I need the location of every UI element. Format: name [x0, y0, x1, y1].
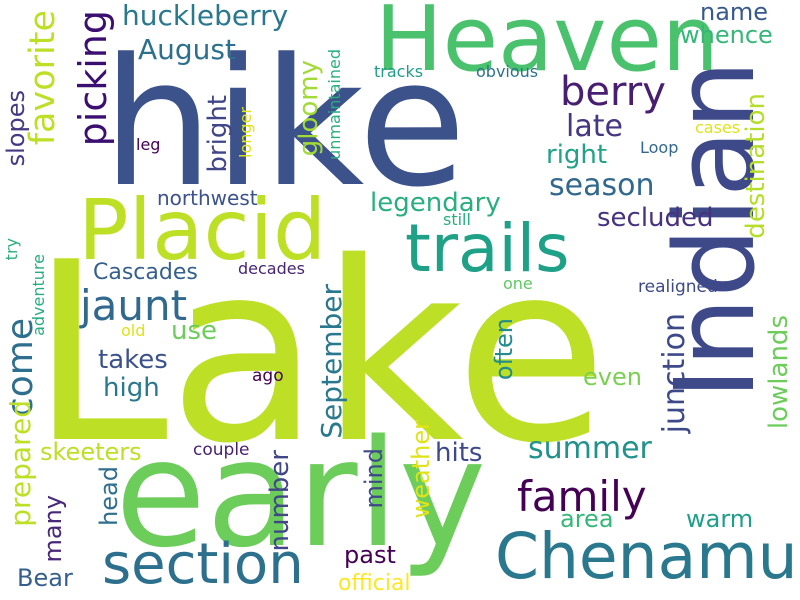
word-lowlands: lowlands: [764, 315, 794, 430]
word-northwest: northwest: [157, 186, 258, 210]
word-high: high: [103, 373, 160, 403]
word-head: head: [95, 466, 123, 526]
word-heaven: Heaven: [375, 0, 719, 92]
word-whence: whence: [680, 21, 773, 49]
word-realigned: realigned: [638, 277, 718, 297]
word-huckleberry: huckleberry: [122, 0, 289, 32]
word-august: August: [138, 33, 236, 66]
word-mind: mind: [360, 448, 388, 509]
word-bright: bright: [203, 95, 233, 173]
word-loop: Loop: [640, 138, 679, 157]
word-berry: berry: [560, 69, 666, 115]
word-secluded: secluded: [597, 203, 714, 233]
word-obvious: obvious: [476, 62, 539, 81]
word-slopes: slopes: [2, 90, 30, 167]
word-decades: decades: [238, 259, 305, 278]
word-right: right: [546, 140, 608, 170]
word-lake: Lake: [30, 210, 608, 498]
word-many: many: [39, 495, 67, 563]
word-couple: couple: [193, 440, 250, 460]
word-often: often: [490, 318, 518, 381]
word-placid: Placid: [78, 181, 327, 279]
word-leg: leg: [136, 135, 161, 154]
word-gloomy: gloomy: [294, 60, 324, 157]
word-longer: longer: [236, 107, 255, 158]
word-hits: hits: [435, 438, 483, 468]
word-name: name: [700, 0, 769, 26]
word-area: area: [560, 505, 614, 533]
word-unmaintained: unmaintained: [325, 49, 344, 160]
word-try: try: [2, 238, 21, 261]
word-skeeters: skeeters: [40, 438, 142, 466]
word-jaunt: jaunt: [80, 281, 188, 330]
word-takes: takes: [98, 345, 168, 375]
word-trails: trails: [405, 210, 570, 287]
word-family: family: [517, 472, 647, 521]
word-season: season: [549, 168, 655, 203]
word-number: number: [265, 450, 295, 552]
word-bear: Bear: [17, 564, 73, 592]
word-old: old: [121, 321, 146, 340]
word-even: even: [583, 363, 642, 391]
word-section: section: [102, 532, 304, 597]
word-ago: ago: [252, 366, 284, 386]
word-favorite: favorite: [23, 10, 63, 146]
word-warm: warm: [686, 505, 754, 533]
word-weather: weather: [407, 420, 435, 519]
word-still: still: [443, 210, 471, 229]
word-use: use: [171, 316, 218, 346]
word-chenamus: Chenamus: [495, 520, 800, 593]
word-summer: summer: [528, 431, 652, 466]
word-picking: picking: [71, 10, 115, 147]
word-one: one: [503, 274, 533, 293]
word-legendary: legendary: [370, 188, 501, 218]
word-september: September: [315, 284, 348, 439]
word-late: late: [566, 109, 623, 144]
word-official: official: [338, 571, 411, 596]
word-prepared: prepared: [4, 400, 37, 527]
word-cases: cases: [695, 118, 741, 137]
word-tracks: tracks: [374, 62, 424, 81]
word-destination: destination: [741, 93, 771, 239]
word-early: early: [115, 408, 487, 580]
word-hike: hike: [102, 21, 467, 226]
word-cascades: Cascades: [93, 260, 198, 285]
word-past: past: [344, 541, 396, 569]
word-adventure: adventure: [29, 254, 48, 336]
word-junction: junction: [657, 313, 692, 434]
